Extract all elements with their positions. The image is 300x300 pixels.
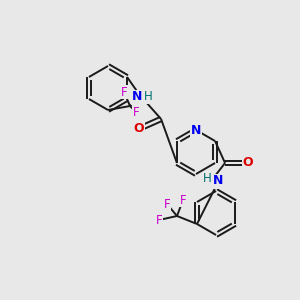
Text: F: F bbox=[180, 194, 186, 206]
Text: N: N bbox=[132, 91, 142, 103]
Text: F: F bbox=[133, 106, 139, 118]
Text: H: H bbox=[203, 172, 212, 185]
Text: O: O bbox=[134, 122, 144, 136]
Text: F: F bbox=[121, 85, 127, 98]
Text: O: O bbox=[243, 157, 254, 169]
Text: F: F bbox=[139, 89, 145, 103]
Text: N: N bbox=[191, 124, 201, 136]
Text: F: F bbox=[156, 214, 162, 226]
Text: N: N bbox=[213, 175, 223, 188]
Text: F: F bbox=[164, 197, 170, 211]
Text: H: H bbox=[144, 91, 152, 103]
